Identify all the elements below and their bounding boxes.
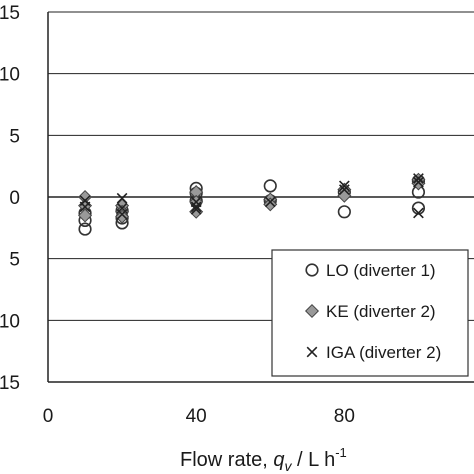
x-tick-label: 80 bbox=[334, 406, 355, 427]
x-tick-labels: 0 40 80 bbox=[43, 406, 355, 427]
y-tick-label: 15 bbox=[0, 373, 20, 394]
y-tick-labels: 15 10 5 0 5 10 15 bbox=[0, 3, 20, 394]
data-points bbox=[78, 172, 426, 236]
x-point bbox=[264, 196, 276, 208]
y-tick-label: 5 bbox=[9, 126, 20, 147]
x-tick-label: 40 bbox=[186, 406, 207, 427]
diamond-point bbox=[189, 204, 204, 219]
x-point bbox=[413, 173, 424, 184]
y-tick-label: 10 bbox=[0, 65, 20, 86]
legend-marker-x bbox=[306, 346, 318, 358]
x-tick-label: 0 bbox=[43, 406, 54, 427]
legend-label: IGA (diverter 2) bbox=[326, 343, 441, 362]
x-point bbox=[190, 203, 202, 215]
diamond-point bbox=[78, 208, 93, 223]
circle-point bbox=[337, 205, 351, 219]
legend-label: KE (diverter 2) bbox=[326, 302, 436, 321]
x-point bbox=[116, 208, 128, 220]
x-point bbox=[190, 201, 202, 213]
diamond-point bbox=[115, 209, 130, 224]
y-tick-label: 10 bbox=[0, 311, 20, 332]
legend: LO (diverter 1) KE (diverter 2) IGA (diver… bbox=[271, 249, 469, 377]
legend-marker-diamond bbox=[304, 303, 320, 319]
y-tick-label: 5 bbox=[9, 250, 20, 271]
x-point bbox=[413, 207, 424, 219]
legend-box bbox=[271, 249, 469, 377]
circle-point bbox=[263, 179, 277, 193]
x-point bbox=[338, 180, 350, 192]
y-tick-label: 0 bbox=[9, 188, 20, 209]
x-point bbox=[338, 184, 350, 195]
legend-marker-circle bbox=[305, 263, 319, 277]
x-point bbox=[79, 201, 91, 213]
diamond-point bbox=[411, 176, 426, 191]
x-point bbox=[413, 176, 424, 188]
x-axis-title: Flow rate, qv / L h-1 bbox=[180, 445, 347, 474]
legend-label: LO (diverter 1) bbox=[326, 261, 436, 280]
diamond-point bbox=[263, 197, 278, 212]
y-tick-label: 15 bbox=[0, 3, 20, 24]
circle-point bbox=[78, 222, 92, 236]
x-point bbox=[116, 192, 128, 204]
